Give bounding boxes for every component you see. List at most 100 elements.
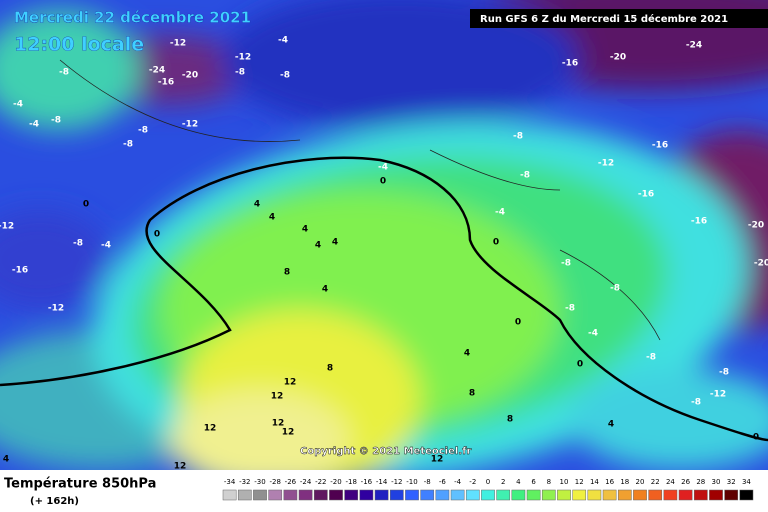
contour-label: 12	[431, 455, 444, 465]
scale-swatch	[663, 489, 678, 501]
copyright: Copyright © 2021 Meteociel.fr	[300, 446, 471, 457]
contour-label: -8	[51, 116, 61, 126]
contour-label: -8	[561, 259, 571, 269]
contour-label: 8	[327, 364, 333, 374]
contour-label: -20	[610, 53, 626, 63]
contour-label: 4	[3, 455, 9, 465]
scale-swatch	[693, 489, 708, 501]
contour-label: -4	[378, 163, 388, 173]
contour-label: -16	[158, 78, 174, 88]
scale-swatch	[724, 489, 739, 501]
contour-label: -20	[182, 71, 198, 81]
contour-label: -8	[691, 398, 701, 408]
scale-label: -28	[269, 478, 280, 486]
legend-title: Température 850hPa	[4, 477, 156, 492]
scale-swatch	[678, 489, 693, 501]
contour-label: -8	[280, 71, 290, 81]
scale-label: 24	[666, 478, 675, 486]
contour-label: 0	[380, 177, 386, 187]
scale-label: -4	[454, 478, 462, 486]
scale-label: -20	[330, 478, 341, 486]
scale-swatch	[420, 489, 435, 501]
contour-label: 4	[315, 241, 321, 251]
scale-label: 2	[501, 478, 505, 486]
contour-label: 12	[284, 378, 297, 388]
scale-swatch	[435, 489, 450, 501]
contour-label: 0	[493, 238, 499, 248]
scale-label: 32	[727, 478, 736, 486]
contour-label: -8	[513, 132, 523, 142]
scale-label: -10	[406, 478, 417, 486]
scale-label: -2	[469, 478, 476, 486]
legend-subtitle: (+ 162h)	[30, 496, 79, 507]
scale-label: -22	[315, 478, 326, 486]
scale-swatch	[298, 489, 313, 501]
scale-label: -30	[254, 478, 265, 486]
contour-label: 8	[469, 389, 475, 399]
contour-label: 4	[608, 420, 614, 430]
scale-label: 0	[486, 478, 490, 486]
contour-label: 4	[269, 213, 275, 223]
contour-label: 12	[204, 424, 217, 434]
contour-label: -24	[149, 66, 165, 76]
scale-swatch	[268, 489, 283, 501]
contour-label: 4	[332, 238, 338, 248]
scale-swatch	[602, 489, 617, 501]
scale-label: -34	[224, 478, 236, 486]
scale-swatch	[313, 489, 328, 501]
scale-swatch	[359, 489, 374, 501]
scale-swatch	[374, 489, 389, 501]
scale-swatch	[633, 489, 647, 501]
contour-label: 4	[322, 285, 328, 295]
scale-label: 10	[560, 478, 569, 486]
scale-label: -18	[345, 478, 356, 486]
run-info: Run GFS 6 Z du Mercredi 15 décembre 2021	[480, 13, 728, 25]
scale-swatch	[253, 489, 267, 501]
scale-label: 30	[712, 478, 721, 486]
scale-label: -6	[439, 478, 447, 486]
scale-label: -24	[300, 478, 312, 486]
scale-swatch	[709, 489, 723, 501]
scale-label: -8	[424, 478, 431, 486]
contour-label: -8	[123, 140, 133, 150]
contour-label: -12	[170, 39, 186, 49]
contour-label: -12	[235, 53, 251, 63]
contour-label: 4	[464, 349, 470, 359]
contour-labels: -12-8 -24-16-20-12-8 -8-4-8-12-8-4-4-8-16-…	[0, 36, 768, 472]
contour-label: -12	[48, 304, 64, 314]
scale-swatch	[237, 489, 252, 501]
scale-swatch	[587, 489, 602, 501]
scale-swatch	[405, 489, 419, 501]
map-time: 12:00 locale	[14, 34, 144, 56]
contour-label: -16	[691, 217, 707, 227]
contour-label: 0	[577, 360, 583, 370]
scale-label: 26	[681, 478, 690, 486]
contour-label: -4	[101, 241, 111, 251]
contour-label: 0	[515, 318, 521, 328]
scale-swatch	[222, 489, 237, 501]
contour-label: 0	[753, 433, 759, 443]
scale-swatch	[481, 489, 495, 501]
scale-swatch	[496, 489, 511, 501]
contour-label: -16	[638, 190, 654, 200]
zero-isotherm	[0, 156, 768, 442]
contour-label: -4	[13, 100, 23, 110]
scale-label: 6	[531, 478, 536, 486]
scale-label: -26	[285, 478, 297, 486]
scale-swatch	[389, 489, 404, 501]
scale-swatch	[617, 489, 632, 501]
contour-label: -8	[646, 353, 656, 363]
contour-label: -8	[520, 171, 530, 181]
scale-swatch	[526, 489, 541, 501]
contour-label: -4	[29, 120, 39, 130]
scale-label: 18	[620, 478, 629, 486]
contour-label: -20	[748, 221, 764, 231]
contour-label: -16	[562, 59, 578, 69]
contour-label: 12	[174, 462, 187, 472]
scale-swatch	[572, 489, 587, 501]
contour-label: -4	[588, 329, 598, 339]
scale-swatch	[648, 489, 663, 501]
